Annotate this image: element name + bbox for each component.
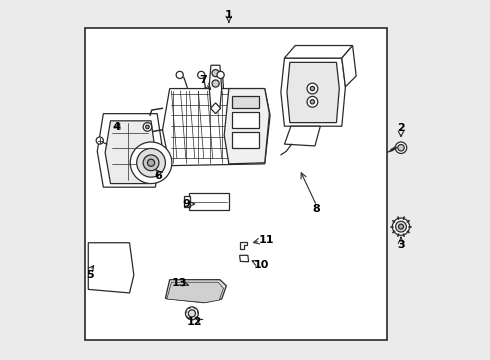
- Text: 4: 4: [113, 122, 121, 132]
- Polygon shape: [167, 282, 223, 303]
- Text: 2: 2: [397, 123, 405, 133]
- Polygon shape: [163, 89, 270, 166]
- Circle shape: [212, 80, 219, 87]
- Circle shape: [310, 86, 315, 91]
- Polygon shape: [240, 255, 248, 262]
- Polygon shape: [209, 65, 221, 108]
- Circle shape: [398, 224, 403, 229]
- Polygon shape: [342, 45, 356, 87]
- Text: 5: 5: [86, 270, 94, 280]
- Bar: [232, 132, 259, 148]
- Text: 8: 8: [313, 204, 320, 215]
- Circle shape: [217, 71, 224, 78]
- Text: 1: 1: [225, 10, 233, 20]
- Polygon shape: [166, 280, 226, 303]
- Circle shape: [398, 144, 404, 151]
- Polygon shape: [287, 62, 339, 123]
- Polygon shape: [285, 45, 353, 58]
- Polygon shape: [281, 58, 345, 126]
- Circle shape: [143, 123, 152, 131]
- Circle shape: [395, 221, 406, 232]
- Text: 9: 9: [182, 199, 190, 209]
- Polygon shape: [88, 243, 134, 293]
- Circle shape: [307, 83, 318, 94]
- Bar: [232, 112, 259, 128]
- Text: 13: 13: [172, 278, 187, 288]
- Circle shape: [147, 159, 155, 166]
- Circle shape: [307, 96, 318, 107]
- Circle shape: [392, 218, 410, 235]
- Circle shape: [188, 310, 196, 317]
- Polygon shape: [224, 89, 270, 164]
- Text: 7: 7: [199, 75, 207, 85]
- Text: 3: 3: [397, 239, 405, 249]
- Circle shape: [212, 69, 219, 77]
- Circle shape: [130, 142, 172, 184]
- Circle shape: [146, 125, 149, 129]
- Circle shape: [176, 71, 183, 78]
- Circle shape: [143, 155, 159, 171]
- Text: 11: 11: [259, 235, 274, 245]
- Polygon shape: [211, 103, 220, 114]
- Circle shape: [310, 100, 315, 104]
- Circle shape: [395, 142, 407, 153]
- Text: 10: 10: [253, 260, 269, 270]
- Text: 6: 6: [154, 171, 162, 181]
- Bar: [190, 193, 229, 211]
- Circle shape: [137, 148, 166, 177]
- Polygon shape: [105, 121, 155, 184]
- Polygon shape: [97, 114, 162, 187]
- Circle shape: [96, 137, 103, 144]
- Bar: [184, 196, 191, 207]
- Circle shape: [197, 71, 205, 78]
- Polygon shape: [285, 126, 320, 146]
- Bar: [85, 28, 387, 339]
- Polygon shape: [240, 242, 247, 249]
- Text: 12: 12: [186, 318, 202, 327]
- Circle shape: [186, 307, 198, 320]
- Bar: [232, 96, 259, 108]
